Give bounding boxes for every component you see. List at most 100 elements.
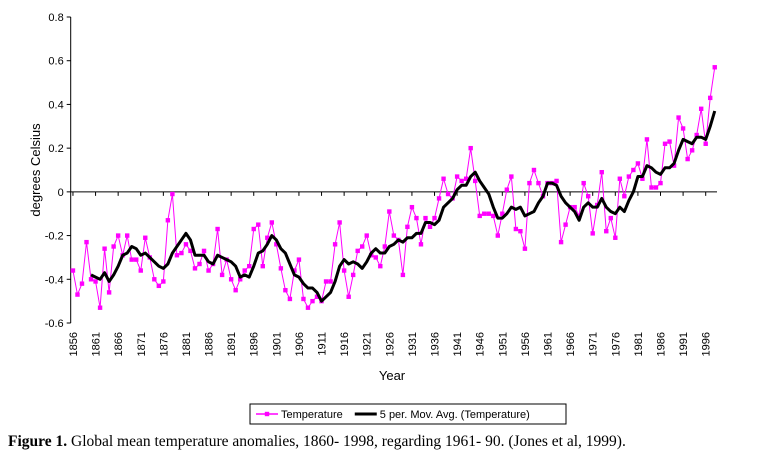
data-point [391,233,397,238]
x-tick-label: 1921 [362,332,374,356]
x-tick-label: 1996 [701,332,713,356]
data-point [649,185,654,190]
y-tick-label: 0 [58,187,64,199]
data-point [251,226,256,232]
x-tick-label: 1856 [68,332,80,356]
data-point [274,242,279,247]
data-point [676,115,681,120]
data-point [513,226,519,232]
y-tick-label: 0.2 [48,143,63,155]
data-point [233,288,238,293]
data-point [242,268,247,273]
data-point [247,263,252,269]
data-point [228,277,234,282]
data-point [694,132,699,138]
x-tick-label: 1981 [633,332,645,356]
data-point [165,218,171,223]
data-point [287,296,293,302]
data-point [622,194,627,199]
data-point [192,266,198,271]
y-tick-label: -0.6 [45,318,64,330]
x-tick-label: 1966 [565,332,577,356]
x-tick-label: 1876 [158,332,170,356]
data-point [662,141,668,146]
data-point [585,194,591,199]
y-tick-label: 0.6 [48,56,63,68]
data-point [197,261,202,267]
data-point [152,277,157,282]
data-point [527,180,532,186]
data-point [174,253,180,258]
data-point [558,239,564,245]
moving-average-line [90,110,717,303]
data-point [414,215,419,221]
data-point [531,167,537,173]
data-point [70,268,76,273]
x-tick-label: 1886 [204,332,216,356]
x-axis-label: Year [379,368,406,383]
data-point [84,239,89,245]
x-tick-label: 1986 [656,332,668,356]
data-point [188,248,193,254]
data-point [500,211,505,216]
data-point [473,178,478,184]
legend-box [249,403,567,425]
data-point [97,305,103,310]
x-tick-label: 1881 [181,332,193,356]
x-tick-label: 1936 [430,332,442,356]
data-point [278,266,284,271]
x-tick-label: 1896 [249,332,261,356]
data-point [134,257,139,262]
data-point [111,244,116,249]
data-point [206,268,211,273]
x-tick-label: 1976 [610,332,622,356]
data-point [75,292,80,297]
x-tick-label: 1941 [452,332,464,356]
data-point [201,248,207,254]
data-point [387,209,392,214]
x-tick-label: 1961 [543,332,555,356]
caption-text: Global mean temperature anomalies, 1860-… [71,433,626,450]
data-point [432,215,437,221]
data-point [454,174,460,179]
data-point [522,246,528,251]
data-point [653,185,659,190]
data-point [373,255,378,260]
data-point [698,106,704,111]
data-point [572,204,577,210]
x-tick-label: 1871 [136,332,148,356]
y-tick-label: -0.2 [45,231,64,243]
data-point [445,191,451,197]
data-point [156,283,162,289]
x-tick-label: 1861 [91,332,103,356]
data-point [382,244,388,249]
data-point [590,231,595,236]
data-point [183,242,189,247]
x-tick-label: 1906 [294,332,306,356]
data-point [436,196,442,201]
data-point [102,246,107,251]
data-point [260,263,265,269]
data-point [518,229,523,234]
data-point [106,290,112,295]
data-point [283,288,288,293]
data-point [418,242,424,247]
data-point [685,156,690,162]
x-tick-label: 1951 [497,332,509,356]
data-point [613,235,618,240]
data-point [350,272,356,278]
data-point [712,65,717,70]
data-point [355,248,360,254]
data-point [346,294,351,299]
data-point [143,235,148,240]
data-point [296,257,302,262]
x-tick-label: 1891 [226,332,238,356]
data-point [626,174,632,179]
data-point [323,279,329,284]
data-point [617,176,623,181]
data-point [79,281,85,286]
legend-label: Temperature [281,409,343,421]
data-point [93,279,98,284]
data-point [378,263,383,269]
data-point [314,294,320,299]
